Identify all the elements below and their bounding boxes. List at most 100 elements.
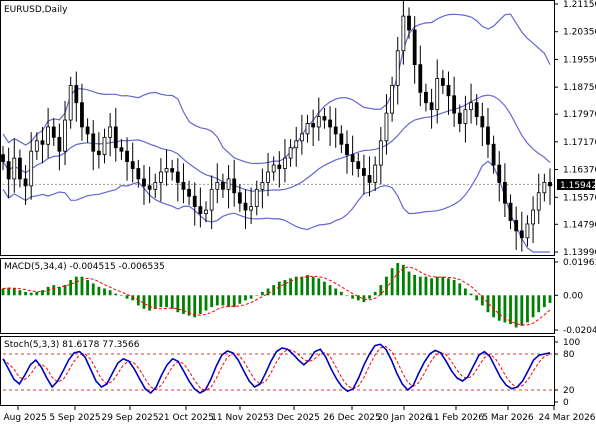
price-tick-label: 1.18750 <box>563 83 596 93</box>
price-layer <box>1 0 554 253</box>
candle-body <box>542 181 547 194</box>
candle-body <box>452 95 457 114</box>
macd-histogram-bar <box>170 295 174 309</box>
candle-body <box>23 178 28 187</box>
candle-body <box>305 123 310 135</box>
price-panel <box>0 0 555 256</box>
macd-histogram-bar <box>148 295 152 311</box>
candle-body <box>283 157 287 169</box>
candle-body <box>486 126 490 145</box>
current-price-label-bg <box>557 179 595 190</box>
candle-body <box>91 133 96 152</box>
macd-histogram-bar <box>345 295 349 296</box>
macd-histogram-bar <box>86 280 89 296</box>
candle-body <box>531 209 535 225</box>
candle-body <box>108 126 113 138</box>
x-tick-label: 26 Dec 2025 <box>323 413 381 423</box>
x-tick-label: 5 Sep 2025 <box>49 413 100 423</box>
candle-body <box>57 136 62 152</box>
candle-body <box>130 161 135 169</box>
macd-histogram-bar <box>142 295 146 309</box>
candle-body <box>508 202 513 221</box>
macd-histogram-bar <box>198 295 202 314</box>
macd-histogram-bar <box>458 283 462 296</box>
macd-histogram-bar <box>407 271 411 296</box>
candle-body <box>215 181 220 190</box>
macd-histogram-bar <box>339 291 343 296</box>
candle-body <box>12 157 17 180</box>
macd-layer <box>1 263 552 328</box>
candle-body <box>147 185 152 190</box>
macd-histogram-bar <box>548 295 552 303</box>
x-tick-label: 3 Dec 2025 <box>268 413 320 423</box>
macd-histogram-bar <box>261 291 264 296</box>
candle-body <box>243 202 248 211</box>
stoch-tick-label: 80 <box>563 350 575 360</box>
candle-body <box>74 84 79 104</box>
macd-histogram-bar <box>7 287 11 296</box>
candle-body <box>367 175 372 183</box>
stoch-layer <box>2 343 554 395</box>
macd-histogram-bar <box>390 268 394 296</box>
macd-histogram-bar <box>531 295 535 318</box>
candle-body <box>51 126 56 138</box>
macd-histogram-bar <box>306 274 309 296</box>
macd-histogram-bar <box>311 276 315 296</box>
macd-panel-title: MACD(5,34,4) -0.004515 -0.006535 <box>4 262 165 272</box>
macd-histogram-bar <box>385 276 388 296</box>
macd-histogram-bar <box>509 295 512 325</box>
macd-histogram-bar <box>323 281 326 296</box>
candle-body <box>85 126 90 135</box>
candle-body <box>401 15 406 52</box>
macd-histogram-bar <box>447 278 450 296</box>
macd-histogram-bar <box>396 263 400 296</box>
x-tick-label: 24 Mar 2026 <box>538 413 595 423</box>
macd-histogram-bar <box>108 290 112 296</box>
candle-body <box>424 91 428 104</box>
macd-histogram-bar <box>244 295 247 301</box>
candle-body <box>260 181 265 190</box>
candle-body <box>429 102 434 111</box>
macd-histogram-bar <box>266 288 270 296</box>
stoch-tick-label: 20 <box>563 386 575 396</box>
candle-body <box>18 157 22 180</box>
x-tick-label: 11 Nov 2025 <box>211 413 269 423</box>
macd-histogram-bar <box>18 290 22 296</box>
macd-histogram-bar <box>204 295 208 311</box>
macd-histogram-bar <box>334 288 338 296</box>
candle-body <box>446 84 451 97</box>
price-panel-title: EURUSD,Daily <box>4 5 68 15</box>
candle-body <box>378 140 383 166</box>
macd-histogram-bar <box>469 293 473 296</box>
bollinger-lower-band <box>2 160 550 253</box>
stoch-tick-label: 100 <box>563 338 580 348</box>
stoch-signal-line <box>2 345 551 392</box>
macd-histogram-bar <box>238 295 242 304</box>
macd-histogram-bar <box>176 295 180 313</box>
macd-histogram-bar <box>91 283 95 296</box>
candle-body <box>254 188 259 208</box>
macd-histogram-bar <box>424 276 428 296</box>
candle-body <box>136 168 141 180</box>
candle-body <box>175 171 180 183</box>
candle-body <box>1 154 5 162</box>
candle-body <box>497 164 502 183</box>
candle-body <box>412 29 417 66</box>
current-price-label: 1.15942 <box>560 181 596 191</box>
macd-histogram-bar <box>480 295 484 306</box>
macd-histogram-bar <box>12 288 16 296</box>
candle-body <box>491 143 496 166</box>
x-tick-label: 14 Aug 2025 <box>0 413 47 423</box>
macd-histogram-bar <box>497 295 501 321</box>
price-tick-label: 1.19550 <box>563 55 596 65</box>
candle-body <box>469 102 473 111</box>
x-tick-label: 11 Feb 2026 <box>428 413 484 423</box>
macd-signal-line <box>2 266 551 326</box>
macd-histogram-bar <box>526 295 529 323</box>
macd-histogram-bar <box>537 295 541 313</box>
macd-histogram-bar <box>542 295 546 308</box>
macd-histogram-bar <box>103 288 106 296</box>
macd-histogram-bar <box>289 278 292 296</box>
macd-histogram-bar <box>492 295 496 318</box>
